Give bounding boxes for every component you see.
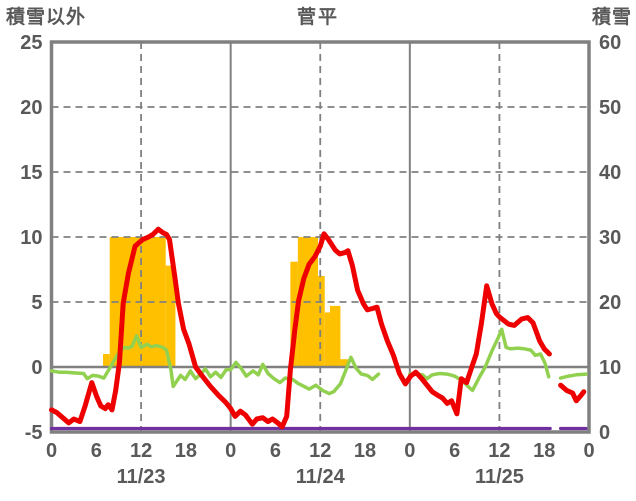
- green-line: [49, 334, 381, 396]
- orange-bars-bar: [329, 305, 341, 367]
- right-axis-tick-label: 10: [599, 357, 621, 379]
- green-line: [558, 372, 588, 380]
- right-axis-tick-label: 30: [599, 227, 621, 249]
- hour-tick-label: 0: [404, 440, 415, 462]
- hour-tick-label: 12: [309, 440, 331, 462]
- hour-tick-label: 0: [225, 440, 236, 462]
- orange-bars-bar: [103, 354, 110, 367]
- left-axis-tick-label: 25: [20, 32, 42, 54]
- hour-tick-label: 6: [270, 440, 281, 462]
- left-axis-tick-label: 15: [20, 162, 42, 184]
- hour-tick-label: 18: [533, 440, 555, 462]
- right-axis-tick-label: 0: [599, 422, 610, 444]
- right-axis-tick-label: 40: [599, 162, 621, 184]
- hour-tick-label: 6: [91, 440, 102, 462]
- left-axis-tick-label: 20: [20, 97, 42, 119]
- hour-tick-label: 12: [488, 440, 510, 462]
- orange-bars-bar: [165, 265, 176, 367]
- left-axis-title: 積雪以外: [6, 7, 87, 28]
- left-axis-tick-label: -5: [25, 422, 43, 444]
- left-axis-tick-label: 0: [31, 357, 42, 379]
- hour-tick-label: 18: [354, 440, 376, 462]
- plot-border: [49, 40, 591, 434]
- red-line: [49, 226, 552, 430]
- date-label: 11/25: [475, 466, 524, 488]
- hour-tick-label: 6: [449, 440, 460, 462]
- date-label: 11/24: [296, 466, 346, 488]
- orange-bars-bar: [340, 359, 348, 367]
- hour-tick-label: 12: [130, 440, 152, 462]
- right-axis-tick-label: 60: [599, 32, 621, 54]
- orange-bars-bar: [324, 312, 330, 367]
- green-line: [408, 327, 551, 393]
- hour-tick-label: 0: [46, 440, 57, 462]
- left-axis-tick-label: 5: [31, 292, 42, 314]
- right-axis-tick-label: 20: [599, 292, 621, 314]
- orange-bars-bar: [290, 261, 298, 367]
- right-axis-title: 積雪: [591, 7, 632, 28]
- right-axis-tick-label: 50: [599, 97, 621, 119]
- red-line: [558, 382, 587, 404]
- hour-tick-label: 0: [583, 440, 594, 462]
- left-axis-tick-label: 10: [20, 227, 42, 249]
- date-label: 11/23: [117, 466, 166, 488]
- station-title: 菅平: [296, 7, 339, 28]
- hour-tick-label: 18: [175, 440, 197, 462]
- orange-bars-bar: [318, 276, 325, 367]
